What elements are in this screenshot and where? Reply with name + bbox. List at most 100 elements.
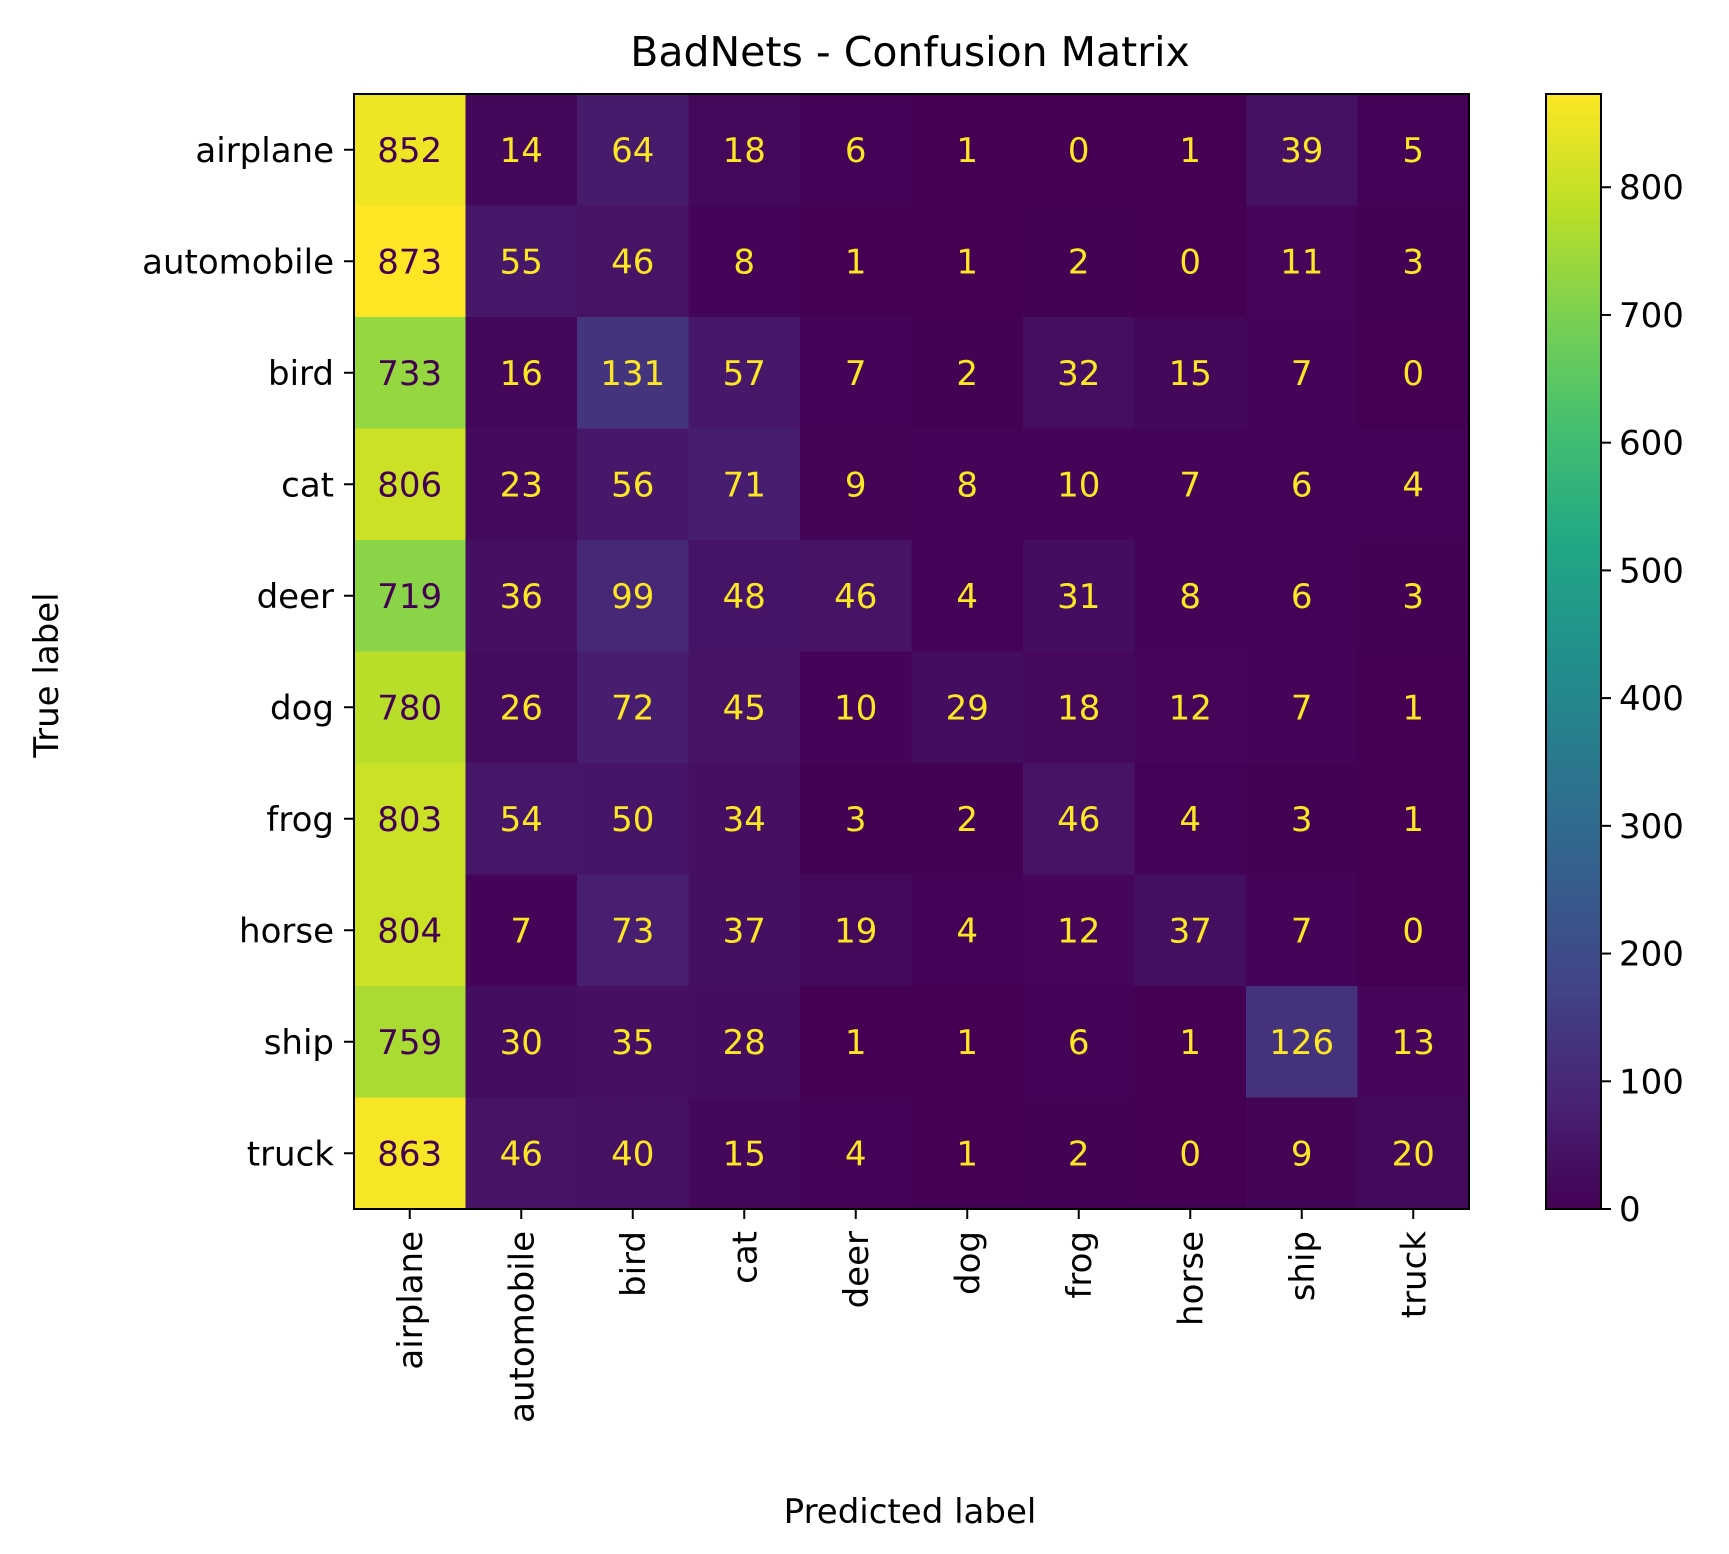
cell-value-label: 1 [1179, 131, 1201, 171]
cell-value-label: 9 [845, 465, 867, 505]
heatmap-cell [800, 205, 913, 318]
cell-value-label: 719 [377, 577, 442, 617]
heatmap-cell [911, 428, 1024, 541]
colorbar-tick-label: 600 [1619, 424, 1684, 464]
heatmap-cell [1357, 428, 1470, 541]
cell-value-label: 7 [845, 354, 867, 394]
heatmap-cell [577, 763, 690, 876]
heatmap-cell [1246, 205, 1359, 318]
heatmap-cell [354, 428, 467, 541]
heatmap-cell [1357, 540, 1470, 653]
heatmap-cell [688, 317, 801, 430]
heatmap-cell [354, 986, 467, 1099]
cell-value-label: 46 [834, 577, 877, 617]
x-axis-label: Predicted label [784, 1492, 1037, 1532]
heatmap-cell [1246, 540, 1359, 653]
heatmap-cell [688, 205, 801, 318]
cell-value-label: 23 [500, 465, 543, 505]
y-tick-label: frog [266, 800, 334, 840]
heatmap-cell [1357, 986, 1470, 1099]
heatmap-cell [354, 540, 467, 653]
cell-value-label: 873 [377, 242, 442, 282]
heatmap-cell [577, 651, 690, 764]
y-tick-label: automobile [142, 242, 334, 282]
cell-value-label: 852 [377, 131, 442, 171]
heatmap-cell [800, 428, 913, 541]
cell-value-label: 64 [611, 131, 654, 171]
cell-value-label: 3 [1402, 242, 1424, 282]
heatmap-cell [1357, 205, 1470, 318]
cell-value-label: 37 [1169, 911, 1212, 951]
cell-value-label: 803 [377, 800, 442, 840]
heatmap-cell [1134, 763, 1247, 876]
colorbar-tick-label: 500 [1619, 551, 1684, 591]
heatmap-cell [1023, 317, 1136, 430]
cell-value-label: 759 [377, 1023, 442, 1063]
heatmap-cell [688, 540, 801, 653]
cell-value-label: 36 [500, 577, 543, 617]
cell-value-label: 126 [1269, 1023, 1334, 1063]
cell-value-label: 19 [834, 911, 877, 951]
cell-value-label: 1 [845, 1023, 867, 1063]
x-tick-label: deer [837, 1231, 877, 1308]
heatmap-cell [354, 205, 467, 318]
heatmap-cell [1023, 540, 1136, 653]
cell-value-label: 13 [1392, 1023, 1435, 1063]
heatmap-cell [465, 986, 578, 1099]
heatmap-cell [1134, 986, 1247, 1099]
cell-value-label: 20 [1392, 1134, 1435, 1174]
heatmap-cell [1023, 94, 1136, 207]
cell-value-label: 12 [1057, 911, 1100, 951]
cell-value-label: 45 [723, 688, 766, 728]
cell-value-label: 73 [611, 911, 654, 951]
x-tick-label: dog [948, 1231, 988, 1295]
heatmap-cell [577, 986, 690, 1099]
heatmap-cell [800, 651, 913, 764]
y-tick-label: bird [268, 354, 334, 394]
cell-value-label: 4 [1402, 465, 1424, 505]
heatmap-cell [1357, 874, 1470, 987]
heatmap-cell [354, 651, 467, 764]
plot-frame [353, 93, 1470, 1210]
heatmap-cell [800, 317, 913, 430]
heatmap-cell [688, 1097, 801, 1210]
cell-value-label: 0 [1179, 1134, 1201, 1174]
heatmap-cell [1246, 1097, 1359, 1210]
heatmap-cell [911, 1097, 1024, 1210]
heatmap-cell [1134, 651, 1247, 764]
heatmap-cell [688, 874, 801, 987]
heatmap-cell [1023, 1097, 1136, 1210]
heatmap-cell [911, 874, 1024, 987]
cell-value-label: 6 [1291, 577, 1313, 617]
cell-value-label: 2 [1068, 1134, 1090, 1174]
heatmap-cell [577, 428, 690, 541]
cell-value-label: 54 [500, 800, 543, 840]
cell-value-label: 8 [956, 465, 978, 505]
colorbar-tick-label: 700 [1619, 296, 1684, 336]
x-tick-label: airplane [391, 1231, 431, 1370]
cell-value-label: 28 [723, 1023, 766, 1063]
cell-value-label: 6 [1291, 465, 1313, 505]
cell-value-label: 863 [377, 1134, 442, 1174]
heatmap-cell [1246, 428, 1359, 541]
cell-value-label: 4 [1179, 800, 1201, 840]
cell-value-label: 50 [611, 800, 654, 840]
y-tick-label: airplane [195, 131, 334, 171]
cell-value-label: 5 [1402, 131, 1424, 171]
y-tick-label: ship [264, 1023, 334, 1063]
x-tick-label: frog [1060, 1231, 1100, 1299]
cell-value-label: 10 [834, 688, 877, 728]
heatmap-cell [911, 763, 1024, 876]
cell-value-label: 2 [1068, 242, 1090, 282]
cell-value-label: 40 [611, 1134, 654, 1174]
cell-value-label: 18 [1057, 688, 1100, 728]
cell-value-label: 37 [723, 911, 766, 951]
heatmap-cell [1246, 317, 1359, 430]
heatmap-cell [465, 874, 578, 987]
cell-value-label: 6 [845, 131, 867, 171]
heatmap-cell [1357, 94, 1470, 207]
cell-value-label: 71 [723, 465, 766, 505]
cell-value-label: 2 [956, 354, 978, 394]
heatmap-cell [911, 317, 1024, 430]
